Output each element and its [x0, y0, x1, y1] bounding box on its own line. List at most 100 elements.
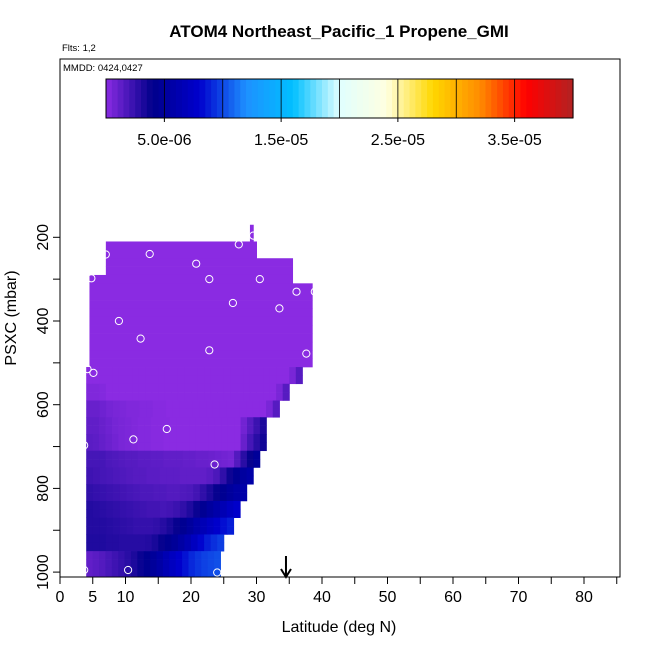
heatmap-cell: [201, 425, 209, 435]
heatmap-cell: [119, 484, 127, 493]
colorbar-segment: [502, 79, 510, 118]
heatmap-cell: [146, 400, 154, 410]
heatmap-cell: [86, 450, 94, 460]
heatmap-cell: [163, 417, 171, 426]
heatmap-cell: [118, 375, 126, 385]
colorbar-segment: [362, 79, 370, 118]
heatmap-cell: [182, 551, 189, 560]
heatmap-cell: [92, 475, 101, 485]
heatmap-cell: [246, 450, 254, 460]
heatmap-cell: [99, 459, 106, 468]
heatmap-cell: [210, 534, 218, 544]
observation-marker: [292, 287, 301, 296]
heatmap-cell: [220, 509, 228, 518]
heatmap-cell: [99, 367, 107, 376]
heatmap-cell: [106, 526, 114, 535]
heatmap-cell: [186, 400, 194, 410]
heatmap-cell: [201, 559, 209, 569]
heatmap-cell: [179, 500, 188, 510]
heatmap-cell: [193, 475, 201, 485]
heatmap-cell: [169, 442, 177, 452]
heatmap-cell: [226, 484, 234, 493]
heatmap-cell: [153, 517, 161, 527]
heatmap-cell: [295, 375, 303, 385]
heatmap-cell: [137, 567, 145, 577]
colorbar: 5.0e-06 1.5e-05 2.5e-05 3.5e-05: [105, 78, 574, 149]
colorbar-segment: [327, 79, 335, 118]
arrow-marker: [280, 556, 292, 579]
colorbar-segment: [222, 79, 230, 118]
heatmap-cell: [208, 425, 216, 435]
observation-marker: [80, 441, 89, 450]
heatmap-cell: [184, 392, 192, 401]
heatmap-cell: [176, 434, 184, 443]
heatmap-cell: [105, 442, 113, 452]
heatmap-cell: [206, 400, 214, 410]
heatmap-cell: [166, 475, 174, 485]
heatmap-cell: [159, 526, 168, 535]
heatmap-cell: [210, 375, 218, 385]
heatmap-cell: [98, 567, 106, 577]
heatmap-cell: [133, 517, 141, 527]
colorbar-segment: [537, 79, 545, 118]
heatmap-cell: [99, 442, 106, 452]
heatmap-cell: [150, 459, 158, 468]
heatmap-cell: [156, 459, 164, 468]
heatmap-cell: [92, 408, 101, 418]
heatmap-cell: [132, 392, 140, 401]
colorbar-segment: [205, 79, 212, 118]
heatmap-cell: [208, 450, 216, 460]
heatmap-cell: [253, 434, 261, 443]
heatmap-cell: [86, 417, 94, 426]
heatmap-cell: [112, 400, 121, 410]
heatmap-cell: [124, 559, 132, 569]
y-tick-label: 200: [35, 224, 52, 251]
heatmap-cell: [106, 408, 114, 418]
heatmap-cell: [156, 450, 164, 460]
heatmap-cell: [247, 442, 254, 452]
heatmap-cell: [92, 417, 100, 426]
heatmap-cell: [246, 408, 254, 418]
heatmap-cell: [86, 492, 94, 502]
heatmap-cell: [99, 434, 106, 443]
heatmap-cell: [243, 375, 251, 385]
heatmap-cell: [230, 383, 238, 393]
heatmap-cell: [118, 425, 126, 435]
flights-label: Flts: 1,2: [62, 43, 96, 54]
heatmap-cell: [208, 459, 216, 468]
heatmap-cell: [217, 542, 225, 552]
colorbar-tick-label: 5.0e-06: [137, 132, 191, 149]
observation-markers: [80, 231, 319, 577]
heatmap-cell: [118, 450, 126, 460]
heatmap-cell: [227, 450, 235, 460]
heatmap-cell: [118, 392, 126, 401]
heatmap-cell: [243, 383, 251, 393]
heatmap-cell: [173, 484, 181, 493]
heatmap-cell: [89, 358, 313, 368]
heatmap-cell: [221, 442, 229, 452]
heatmap-cell: [169, 551, 177, 560]
heatmap-cell: [276, 375, 284, 385]
heatmap-cell: [118, 459, 126, 468]
heatmap-cell: [191, 392, 199, 401]
colorbar-segment: [339, 79, 346, 118]
heatmap-cell: [171, 534, 179, 544]
heatmap-cell: [213, 500, 221, 510]
observation-marker: [275, 304, 284, 313]
heatmap-cell: [230, 367, 238, 376]
heatmap-cell: [246, 459, 254, 468]
heatmap-cell: [166, 400, 174, 410]
heatmap-cell: [221, 434, 229, 443]
heatmap-cell: [182, 559, 189, 569]
heatmap-cell: [195, 459, 203, 468]
observation-marker: [89, 368, 98, 377]
heatmap-cell: [124, 442, 132, 452]
heatmap-cell: [221, 417, 229, 426]
heatmap-cell: [112, 392, 120, 401]
heatmap-cell: [105, 249, 257, 259]
colorbar-segment: [351, 79, 358, 118]
heatmap-cell: [137, 442, 145, 452]
heatmap-cell: [99, 392, 107, 401]
observation-marker: [310, 287, 319, 296]
colorbar-segment: [526, 79, 533, 118]
